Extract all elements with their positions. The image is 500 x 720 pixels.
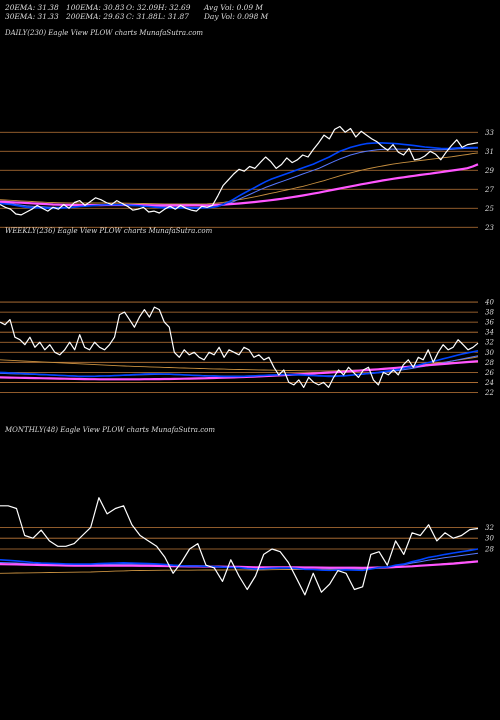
tick-label: 31 — [485, 148, 494, 156]
panel-title: MONTHLY(48) Eagle View PLOW charts Munaf… — [4, 426, 215, 434]
ema20-line — [0, 548, 479, 572]
ema20-readout: 20EMA: 31.38 — [5, 3, 59, 12]
price-line — [0, 125, 479, 216]
tick-label: 33 — [485, 129, 494, 137]
tick-label: 36 — [485, 319, 494, 327]
tick-label: 34 — [485, 329, 494, 337]
tick-label: 28 — [484, 359, 494, 367]
tick-label: 30 — [485, 349, 494, 357]
ema20-line — [0, 350, 479, 378]
open-readout: O: 32.09 — [126, 3, 159, 12]
ema20-line — [0, 142, 478, 210]
tick-label: 30 — [485, 535, 494, 543]
low-readout: L: 31.87 — [158, 12, 189, 21]
high-readout: H: 32.69 — [158, 3, 191, 12]
panel-title: WEEKLY(236) Eagle View PLOW charts Munaf… — [5, 227, 213, 235]
price-line — [0, 306, 479, 388]
close-readout: C: 31.88 — [126, 12, 158, 21]
tick-label: 32 — [485, 524, 494, 532]
ema200-readout: 200EMA: 29.63 — [66, 12, 125, 21]
ema100-readout: 100EMA: 30.83 — [66, 3, 125, 12]
stats-row-1: 20EMA: 31.38 100EMA: 30.83 O: 32.09H: 32.6… — [5, 3, 268, 12]
ema200-line — [0, 163, 479, 207]
day-vol-readout: Day Vol: 0.098 M — [204, 12, 269, 21]
tick-label: 28 — [484, 546, 494, 554]
tick-label: 40 — [484, 299, 494, 307]
panel-title: DAILY(230) Eagle View PLOW charts Munafa… — [4, 29, 203, 37]
avg-vol-readout: Avg Vol: 0.09 M — [204, 3, 263, 12]
tick-label: 24 — [484, 379, 494, 387]
ema200-line — [0, 360, 479, 381]
tick-label: 26 — [484, 369, 494, 377]
stats-row-2: 30EMA: 31.33 200EMA: 29.63 C: 31.88L: 31.8… — [5, 12, 268, 21]
price-line — [0, 497, 479, 596]
tick-label: 22 — [484, 389, 494, 397]
tick-label: 27 — [484, 186, 494, 194]
ema30-readout: 30EMA: 31.33 — [5, 12, 59, 21]
ema100-line — [0, 356, 479, 372]
tick-label: 38 — [485, 309, 494, 317]
tick-label: 23 — [484, 224, 494, 232]
stats-header: 20EMA: 31.38 100EMA: 30.83 O: 32.09H: 32.6… — [5, 3, 268, 21]
tick-label: 32 — [485, 339, 494, 347]
tick-label: 29 — [484, 167, 494, 175]
tick-label: 25 — [484, 205, 494, 213]
